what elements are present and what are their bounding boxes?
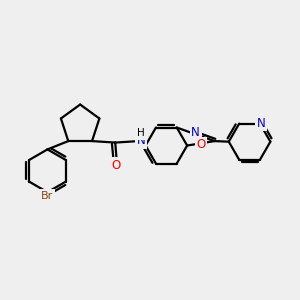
Text: N: N [257, 117, 266, 130]
Text: N: N [191, 126, 200, 139]
Text: O: O [112, 159, 121, 172]
Text: O: O [196, 138, 206, 151]
Text: H: H [137, 128, 145, 138]
Text: N: N [136, 134, 145, 147]
Text: Br: Br [41, 191, 54, 201]
